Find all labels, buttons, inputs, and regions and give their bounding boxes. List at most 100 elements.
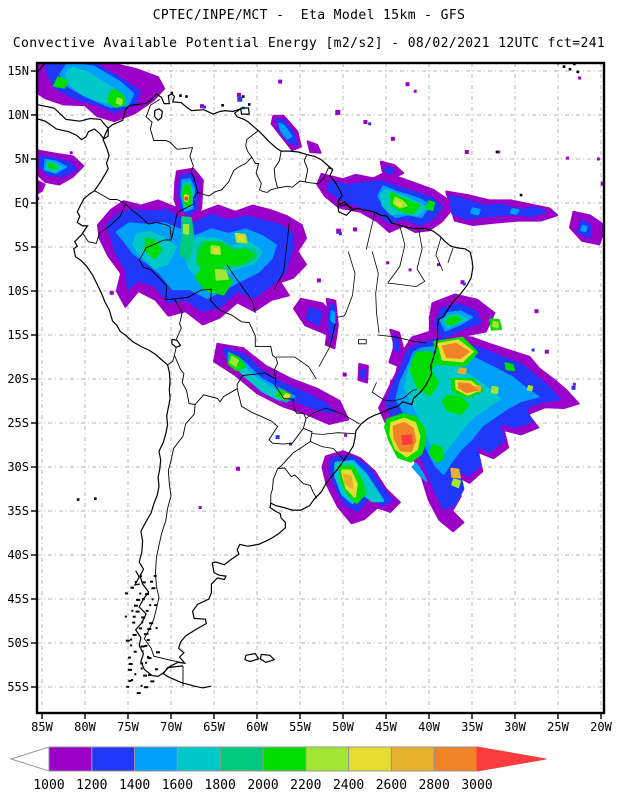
cape-contour-2000 [444,315,462,327]
cape-speckle [386,261,390,265]
y-axis-label: EQ [15,196,29,210]
y-axis-label: 55S [7,680,29,694]
country-border [270,468,279,504]
fjord-dot [128,656,131,659]
colorbar-segment [262,746,307,772]
fjord-dot [141,598,145,601]
cape-contour-2200 [490,385,499,395]
country-border [167,347,177,366]
country-border [245,130,259,158]
state-border [226,264,256,314]
country-border [145,98,199,193]
fjord-dot [140,684,143,687]
cape-speckle [405,82,410,87]
cape-speckle [37,185,41,190]
cape-speckle [462,282,466,286]
island-dot [241,95,245,98]
country-border [82,203,126,245]
fjord-dot [147,655,150,658]
x-axis-label: 80W [74,720,96,734]
country-border [277,180,306,189]
country-border [277,467,317,500]
cape-contour-1400 [509,208,520,215]
cape-speckle [534,309,539,314]
fjord-dot [155,627,158,630]
island-dot [170,91,174,95]
cape-contour-1200 [360,368,367,380]
state-border [377,334,427,344]
state-border [365,213,376,250]
fjord-dot [151,598,154,601]
island-dot [221,104,224,107]
coastline [240,107,250,115]
colorbar-segment [390,746,435,772]
fjord-dot [133,604,138,607]
cape-speckle [596,157,600,161]
fjord-dot [131,679,134,681]
cape-contour-1000 [306,140,322,154]
cape-speckle [363,120,368,124]
country-border [174,298,183,340]
country-border [138,239,175,301]
x-axis-label: 20W [590,720,612,734]
fjord-dot [150,680,155,683]
fjord-dot [149,622,154,625]
state-border [310,441,345,462]
coastline [37,118,109,141]
cape-contour-2200 [182,224,190,235]
cape-contour-2800 [458,382,479,394]
island-dot [94,497,97,500]
fjord-dot [132,633,137,636]
cape-contour-1000 [37,179,46,195]
country-border [251,156,278,193]
fjord-dot [156,651,160,654]
state-border [311,432,356,435]
colorbar: 1000 1200 1400 1600 1800 2000 2200 2400 2600 2800… [9,746,547,793]
colorbar-label: 2000 [247,778,278,793]
cape-speckle [344,433,348,437]
fjord-dot [140,662,144,665]
country-border [170,192,199,241]
coastline [37,103,109,129]
y-axis-label: 10S [7,284,29,298]
grid-layer [37,63,604,713]
geography-layer [37,63,580,695]
cape-speckle [413,89,417,93]
cape-speckle [236,466,241,471]
x-axis-label: 75W [117,720,139,734]
plot-subtitle: Convective Available Potential Energy [m… [12,36,606,51]
country-border [277,427,313,470]
coastline [154,108,164,122]
cape-contour-1400 [330,310,336,324]
fjord-dot [143,633,147,636]
state-border [447,247,454,263]
coastline [337,201,354,217]
cape-contour-3000 [401,434,413,446]
cape-contour-2200 [214,268,229,281]
fjord-dot [132,615,136,618]
colorbar-right-arrow [476,746,547,772]
plot-title: CPTEC/INPE/MCT - Eta Model 15km - GFS [152,8,466,23]
colorbar-label: 1200 [76,778,107,793]
y-axis-label: 20S [7,372,29,386]
cape-speckle [566,156,569,160]
fjord-dot [138,627,142,630]
colorbar-label: 3000 [461,778,492,793]
y-axis-label: 10N [7,108,29,122]
island-dot [495,150,499,154]
state-border [387,268,426,288]
state-border [416,229,423,270]
island-dot [576,70,580,74]
coastline [133,570,141,586]
colorbar-segment [433,746,478,772]
cape-contour-1200 [392,334,400,353]
colorbar-segment [348,746,392,772]
cape-contour-2200 [491,320,499,329]
coastline [171,338,182,348]
country-border [273,151,282,189]
fjord-dot [151,587,156,590]
coastline [162,665,212,689]
fjord-dot [141,616,146,619]
x-axis-label: 55W [289,720,311,734]
